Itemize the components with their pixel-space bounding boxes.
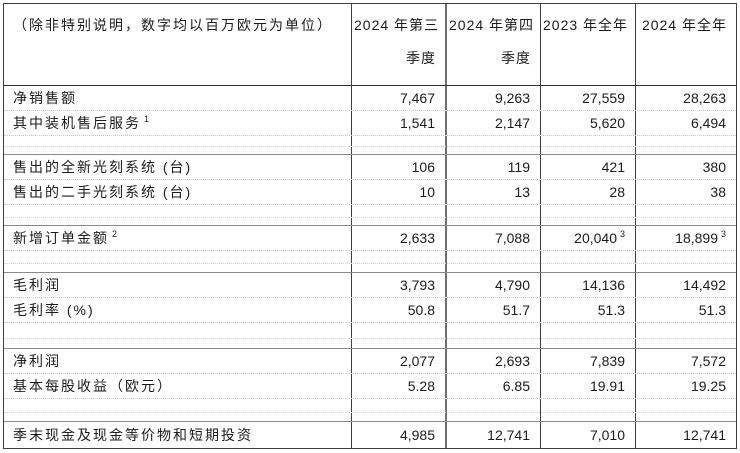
row-label: 售出的二手光刻系统 (台): [13, 184, 193, 200]
row-new-systems-sold: 售出的全新光刻系统 (台) 106 119 421 380: [4, 155, 736, 180]
row-label: 毛利率 (%): [13, 302, 95, 318]
superscript-footnote: 2: [112, 229, 118, 240]
column-header-line1: 2024 年第四: [449, 17, 535, 33]
column-header-line2: 季度: [501, 50, 531, 66]
value-cell: 12,741: [445, 422, 540, 448]
value-cell: 9,263: [445, 86, 540, 110]
row-label: 净利润: [13, 353, 61, 369]
row-used-systems-sold: 售出的二手光刻系统 (台) 10 13 28 38: [4, 180, 736, 205]
value-cell: 18,899 3: [635, 226, 736, 250]
value-cell: 380: [635, 155, 736, 179]
row-cash-and-investments: 季末现金及现金等价物和短期投资 4,985 12,741 7,010 12,74…: [4, 422, 736, 448]
value-cell: 2,077: [351, 349, 445, 373]
value-cell: 2,693: [445, 349, 540, 373]
value-cell: 119: [445, 155, 540, 179]
row-service-revenue: 其中装机售后服务 1 1,541 2,147 5,620 6,494: [4, 111, 736, 136]
value-cell: 28: [540, 180, 635, 204]
row-eps-basic: 基本每股收益（欧元） 5.28 6.85 19.91 19.25: [4, 374, 736, 399]
row-label: 新增订单金额 2: [13, 229, 118, 246]
value-cell: 106: [351, 155, 445, 179]
group-systems-sold: 售出的全新光刻系统 (台) 106 119 421 380 售出的二手光刻系统 …: [4, 154, 736, 225]
column-header-line2: [543, 42, 626, 75]
value-cell: 14,136: [540, 273, 635, 297]
spacer-row: [4, 323, 736, 348]
value-cell: 27,559: [540, 86, 635, 110]
group-gross-profit: 毛利润 3,793 4,790 14,136 14,492 毛利率 (%) 50…: [4, 272, 736, 348]
value-cell: 14,492: [635, 273, 736, 297]
value-cell: 50.8: [351, 298, 445, 322]
row-gross-margin: 毛利率 (%) 50.8 51.7 51.3 51.3: [4, 298, 736, 323]
superscript-footnote: 3: [619, 229, 625, 240]
column-header-line2: 季度: [406, 50, 436, 66]
value-cell: 7,572: [635, 349, 736, 373]
group-sales: 净销售额 7,467 9,263 27,559 28,263 其中装机售后服务 1…: [4, 86, 736, 154]
row-label: 毛利润: [13, 277, 61, 293]
column-header-2024-q3: 2024 年第三 季度: [351, 4, 445, 85]
row-net-income: 净利润 2,077 2,693 7,839 7,572: [4, 349, 736, 374]
value-cell: 7,010: [540, 422, 635, 448]
value-cell: 2,633: [351, 226, 445, 250]
value-cell: 7,839: [540, 349, 635, 373]
value-cell: 19.25: [635, 374, 736, 398]
value-cell: 5,620: [540, 111, 635, 135]
value-cell: 4,985: [351, 422, 445, 448]
row-label: 季末现金及现金等价物和短期投资: [13, 427, 253, 443]
value-cell: 1,541: [351, 111, 445, 135]
row-label: 基本每股收益（欧元）: [13, 378, 173, 394]
value-cell: 12,741: [635, 422, 736, 448]
value-cell: 4,790: [445, 273, 540, 297]
column-header-2024-fy: 2024 年全年: [635, 4, 736, 85]
row-label: 售出的全新光刻系统 (台): [13, 159, 193, 175]
value-cell: 38: [635, 180, 736, 204]
row-label: 净销售额: [13, 90, 77, 106]
value-cell: 51.3: [635, 298, 736, 322]
value-cell: 51.7: [445, 298, 540, 322]
table-header-row: （除非特别说明，数字均以百万欧元为单位） 2024 年第三 季度 2024 年第…: [4, 4, 736, 86]
units-note: （除非特别说明，数字均以百万欧元为单位）: [13, 17, 333, 33]
value-cell: 51.3: [540, 298, 635, 322]
value-cell: 7,467: [351, 86, 445, 110]
value-cell: 28,263: [635, 86, 736, 110]
row-net-sales: 净销售额 7,467 9,263 27,559 28,263: [4, 86, 736, 111]
value-cell: 19.91: [540, 374, 635, 398]
spacer-row: [4, 205, 736, 225]
spacer-row: [4, 251, 736, 272]
value-cell: 6.85: [445, 374, 540, 398]
value-cell: 421: [540, 155, 635, 179]
spacer-row: [4, 399, 736, 421]
spacer-row: [4, 136, 736, 154]
value-cell: 7,088: [445, 226, 540, 250]
value-cell: 10: [351, 180, 445, 204]
value-cell: 20,040 3: [540, 226, 635, 250]
group-cash: 季末现金及现金等价物和短期投资 4,985 12,741 7,010 12,74…: [4, 421, 736, 448]
row-net-bookings: 新增订单金额 2 2,633 7,088 20,040 3 18,899 3: [4, 226, 736, 251]
row-gross-profit: 毛利润 3,793 4,790 14,136 14,492: [4, 273, 736, 298]
column-header-line1: 2024 年全年: [641, 17, 727, 33]
superscript-footnote: 1: [144, 114, 150, 125]
group-bookings: 新增订单金额 2 2,633 7,088 20,040 3 18,899 3: [4, 225, 736, 272]
column-header-2024-q4: 2024 年第四 季度: [445, 4, 540, 85]
value-cell: 3,793: [351, 273, 445, 297]
row-label: 其中装机售后服务 1: [13, 114, 150, 131]
column-header-2023-fy: 2023 年全年: [540, 4, 635, 85]
column-header-line1: 2023 年全年: [543, 17, 629, 33]
column-header-line1: 2024 年第三: [354, 17, 440, 33]
value-cell: 6,494: [635, 111, 736, 135]
value-cell: 5.28: [351, 374, 445, 398]
financial-results-table: （除非特别说明，数字均以百万欧元为单位） 2024 年第三 季度 2024 年第…: [3, 3, 737, 449]
value-cell: 13: [445, 180, 540, 204]
column-header-line2: [638, 42, 727, 75]
value-cell: 2,147: [445, 111, 540, 135]
group-net-income: 净利润 2,077 2,693 7,839 7,572 基本每股收益（欧元） 5…: [4, 348, 736, 421]
superscript-footnote: 3: [720, 229, 726, 240]
